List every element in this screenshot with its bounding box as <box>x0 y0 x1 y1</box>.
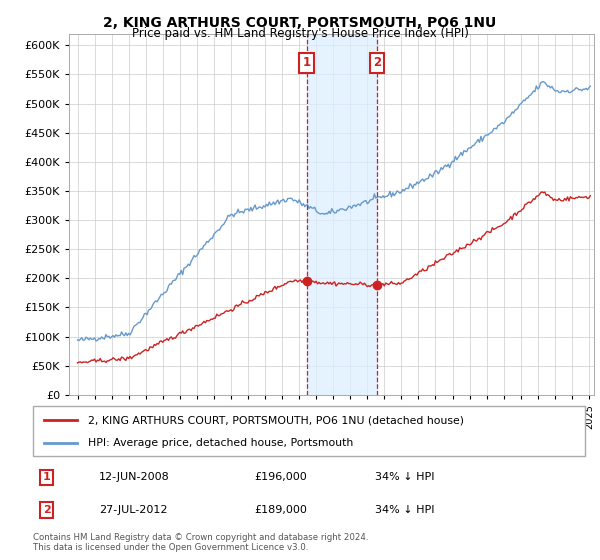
Text: 27-JUL-2012: 27-JUL-2012 <box>99 505 168 515</box>
Text: 2: 2 <box>43 505 50 515</box>
Text: Price paid vs. HM Land Registry's House Price Index (HPI): Price paid vs. HM Land Registry's House … <box>131 27 469 40</box>
Text: 1: 1 <box>43 473 50 482</box>
Text: 2, KING ARTHURS COURT, PORTSMOUTH, PO6 1NU: 2, KING ARTHURS COURT, PORTSMOUTH, PO6 1… <box>103 16 497 30</box>
Bar <box>307 34 377 395</box>
Text: 12-JUN-2008: 12-JUN-2008 <box>99 473 170 482</box>
Text: 2, KING ARTHURS COURT, PORTSMOUTH, PO6 1NU (detached house): 2, KING ARTHURS COURT, PORTSMOUTH, PO6 1… <box>88 415 464 425</box>
Text: 34% ↓ HPI: 34% ↓ HPI <box>375 505 435 515</box>
Text: HPI: Average price, detached house, Portsmouth: HPI: Average price, detached house, Port… <box>88 438 353 449</box>
Text: This data is licensed under the Open Government Licence v3.0.: This data is licensed under the Open Gov… <box>33 543 308 552</box>
Text: Contains HM Land Registry data © Crown copyright and database right 2024.: Contains HM Land Registry data © Crown c… <box>33 533 368 542</box>
Text: 2: 2 <box>373 56 381 69</box>
Text: £196,000: £196,000 <box>254 473 307 482</box>
Text: 1: 1 <box>303 56 311 69</box>
Text: 34% ↓ HPI: 34% ↓ HPI <box>375 473 435 482</box>
Text: £189,000: £189,000 <box>254 505 307 515</box>
FancyBboxPatch shape <box>33 406 585 456</box>
